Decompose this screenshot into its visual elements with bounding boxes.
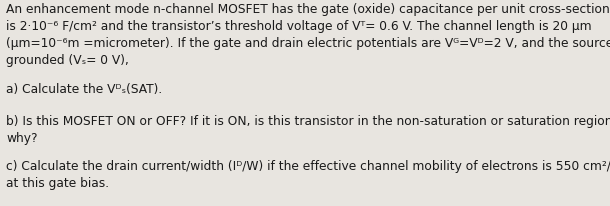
Text: An enhancement mode n-channel MOSFET has the gate (oxide) capacitance per unit c: An enhancement mode n-channel MOSFET has… (6, 3, 610, 66)
Text: b) Is this MOSFET ON or OFF? If it is ON, is this transistor in the non-saturati: b) Is this MOSFET ON or OFF? If it is ON… (6, 114, 610, 144)
Text: a) Calculate the Vᴰₛ(SAT).: a) Calculate the Vᴰₛ(SAT). (6, 82, 162, 95)
Text: c) Calculate the drain current/width (Iᴰ/W) if the effective channel mobility of: c) Calculate the drain current/width (Iᴰ… (6, 160, 610, 189)
